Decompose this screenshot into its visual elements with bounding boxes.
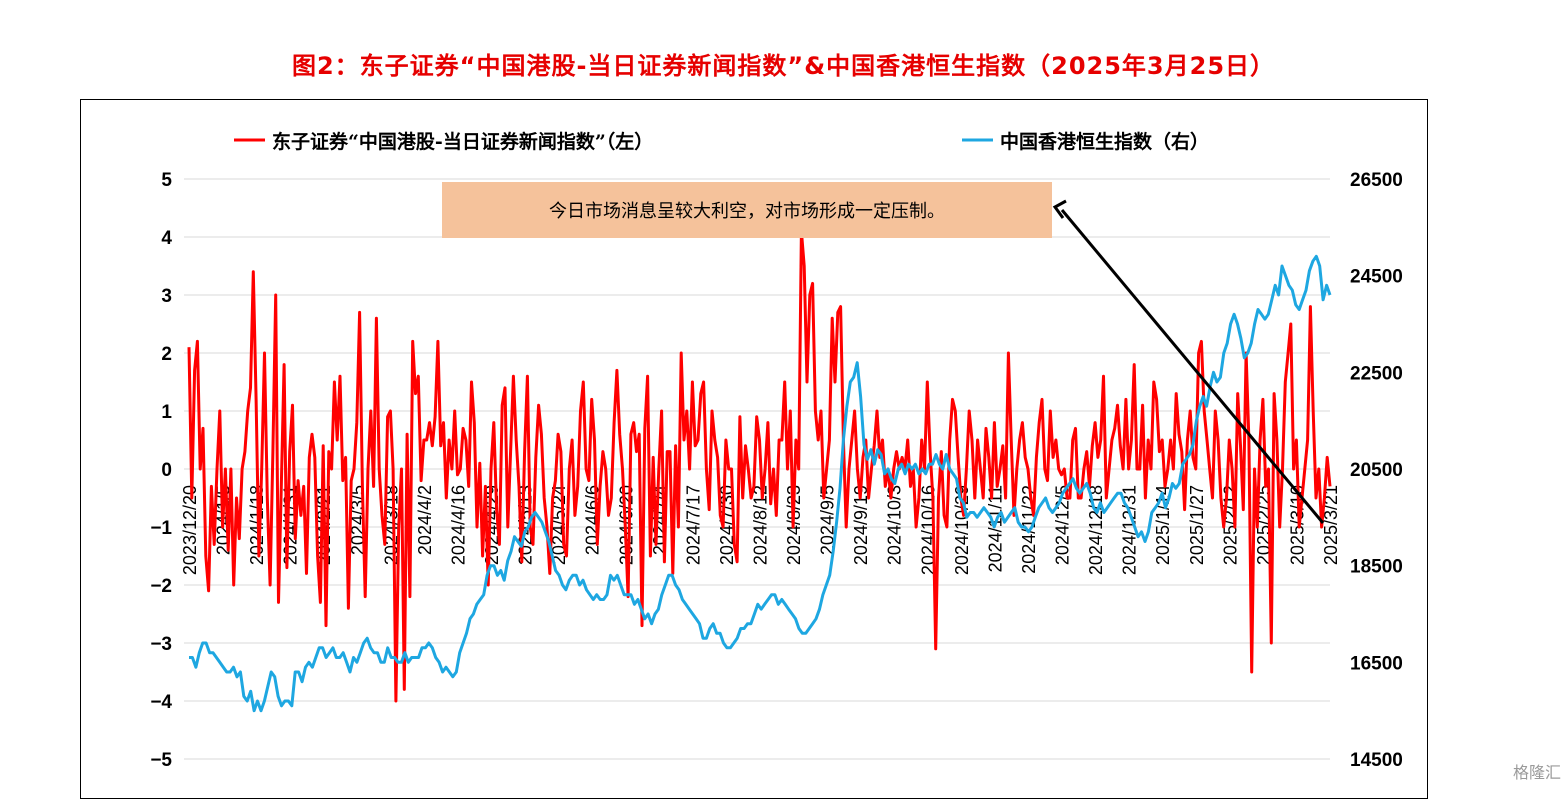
left-tick-label: 3 bbox=[161, 286, 172, 307]
annotation-arrow bbox=[1060, 209, 1325, 524]
annotation-arrowhead bbox=[1052, 199, 1067, 219]
right-tick-label: 14500 bbox=[1350, 750, 1403, 771]
left-tick-label: −5 bbox=[150, 750, 172, 771]
watermark: 格隆汇 bbox=[1512, 763, 1561, 782]
x-tick-label: 2024/10/29 bbox=[952, 485, 972, 575]
left-tick-label: 2 bbox=[161, 344, 172, 365]
annotation-box bbox=[442, 182, 1052, 238]
legend-label-news: 东子证券“中国港股-当日证券新闻指数”（左） bbox=[272, 130, 653, 153]
annotation: 今日市场消息呈较大利空，对市场形成一定压制。 bbox=[442, 182, 1325, 524]
right-tick-label: 22500 bbox=[1350, 363, 1403, 384]
left-tick-label: 5 bbox=[161, 170, 172, 191]
left-axis: 5 4 3 2 1 0 −1 −2 −3 −4 −5 bbox=[150, 170, 172, 771]
left-tick-label: −2 bbox=[150, 576, 172, 597]
left-tick-label: 0 bbox=[161, 460, 172, 481]
legend: 东子证券“中国港股-当日证券新闻指数”（左） 中国香港恒生指数（右） bbox=[234, 130, 1209, 153]
figure-title: 图2：东子证券“中国港股-当日证券新闻指数”&中国香港恒生指数（2025年3月2… bbox=[291, 52, 1276, 80]
series-line-hsi bbox=[189, 254, 1332, 713]
x-tick-label: 2024/4/2 bbox=[415, 485, 435, 555]
legend-label-hsi: 中国香港恒生指数（右） bbox=[1000, 130, 1209, 153]
x-tick-label: 2024/8/12 bbox=[751, 485, 771, 565]
left-tick-label: 1 bbox=[161, 402, 172, 423]
right-tick-label: 26500 bbox=[1350, 170, 1403, 191]
x-tick-label: 2024/11/11 bbox=[985, 485, 1005, 572]
x-tick-label: 2024/4/16 bbox=[448, 485, 468, 565]
x-tick-label: 2024/9/19 bbox=[851, 485, 871, 565]
x-axis: 2023/12/20 2024/1/5 2024/1/18 2024/1/31 2024… bbox=[180, 485, 1341, 575]
left-tick-label: −3 bbox=[150, 634, 172, 655]
x-tick-label: 2025/1/27 bbox=[1187, 485, 1207, 565]
x-tick-label: 2024/7/17 bbox=[683, 485, 703, 565]
right-tick-label: 16500 bbox=[1350, 653, 1403, 674]
series-line-news-index bbox=[187, 229, 1332, 703]
x-tick-label: 2025/3/21 bbox=[1321, 485, 1341, 565]
gridlines bbox=[184, 178, 1330, 760]
left-tick-label: 4 bbox=[161, 228, 172, 249]
x-tick-label: 2024/12/31 bbox=[1120, 485, 1140, 575]
annotation-text: 今日市场消息呈较大利空，对市场形成一定压制。 bbox=[549, 201, 945, 222]
right-tick-label: 24500 bbox=[1350, 267, 1403, 288]
right-axis: 26500 24500 22500 20500 18500 16500 14500 bbox=[1350, 170, 1403, 771]
series-group bbox=[187, 229, 1332, 713]
x-tick-label: 2024/12/18 bbox=[1086, 485, 1106, 575]
x-tick-label: 2024/9/5 bbox=[818, 485, 838, 555]
right-tick-label: 20500 bbox=[1350, 460, 1403, 481]
left-tick-label: −1 bbox=[150, 518, 172, 539]
x-tick-label: 2023/12/20 bbox=[180, 485, 200, 575]
right-tick-label: 18500 bbox=[1350, 557, 1403, 578]
x-tick-label: 2024/10/3 bbox=[885, 485, 905, 565]
left-tick-label: −4 bbox=[150, 692, 172, 713]
